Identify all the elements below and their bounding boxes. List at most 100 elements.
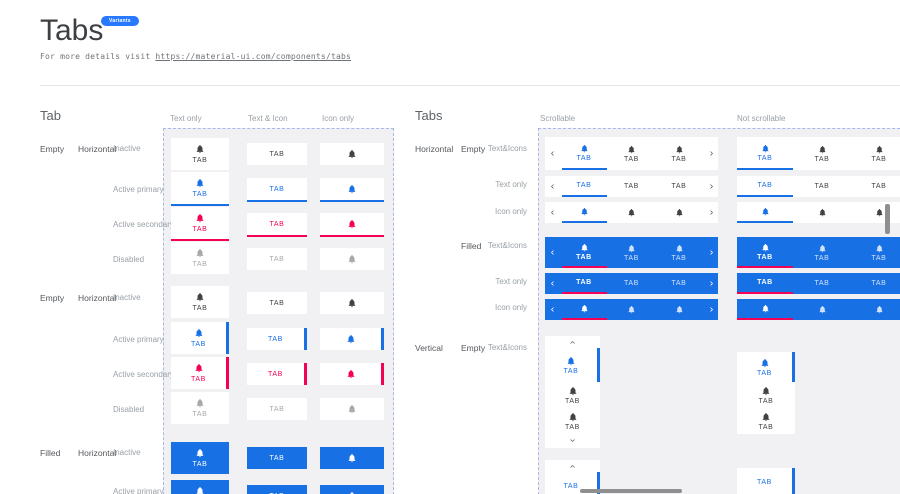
row-label: Active primary: [113, 185, 164, 194]
tab-cell[interactable]: [320, 178, 384, 202]
tab-item[interactable]: TAB: [609, 176, 654, 197]
tab-item-active[interactable]: TAB: [545, 472, 600, 494]
tab-cell[interactable]: TAB: [171, 442, 229, 474]
tab-cell[interactable]: TAB: [171, 322, 229, 354]
tab-item-active[interactable]: TAB: [561, 176, 607, 197]
tab-item[interactable]: TAB: [609, 273, 654, 294]
chevron-right-icon[interactable]: [704, 137, 718, 170]
tab-item[interactable]: TAB: [657, 176, 702, 197]
tab-item-active[interactable]: [737, 202, 793, 223]
tab-cell[interactable]: TAB: [247, 447, 307, 469]
tab-item[interactable]: [657, 202, 702, 223]
chevron-left-icon[interactable]: [545, 137, 559, 170]
tab-item-active[interactable]: [561, 202, 607, 223]
tab-item[interactable]: TAB: [851, 176, 900, 197]
subtitle-text: For more details visit: [40, 52, 156, 61]
tab-cell[interactable]: TAB: [247, 292, 307, 314]
tab-item-active[interactable]: TAB: [545, 348, 600, 382]
tab-item[interactable]: TAB: [851, 237, 900, 268]
tab-item[interactable]: [851, 202, 900, 223]
chevron-left-icon[interactable]: [545, 202, 559, 223]
horizontal-scrollbar[interactable]: [580, 489, 682, 493]
tab-item-active[interactable]: TAB: [737, 468, 795, 494]
tab-item-active[interactable]: TAB: [561, 137, 607, 170]
tab-cell[interactable]: TAB: [171, 480, 229, 494]
tab-item[interactable]: TAB: [657, 273, 702, 294]
tab-cell[interactable]: [320, 485, 384, 494]
chevron-left-icon[interactable]: [545, 176, 559, 197]
tab-item-active[interactable]: TAB: [737, 137, 793, 170]
bell-icon: [347, 453, 357, 463]
tab-cell[interactable]: [320, 447, 384, 469]
chevron-left-icon[interactable]: [545, 237, 559, 268]
chevron-right-icon[interactable]: [704, 176, 718, 197]
chevron-down-icon[interactable]: [545, 434, 600, 446]
tab-item-active[interactable]: TAB: [737, 273, 793, 294]
bell-icon: [195, 248, 205, 258]
tab-item-active[interactable]: TAB: [737, 352, 795, 382]
tab-item[interactable]: TAB: [545, 382, 600, 408]
tab-cell[interactable]: TAB: [171, 138, 229, 170]
tab-label: TAB: [624, 155, 639, 163]
tab-item-active[interactable]: TAB: [737, 176, 793, 197]
chevron-left-icon[interactable]: [545, 273, 559, 294]
docs-link[interactable]: https://material-ui.com/components/tabs: [155, 52, 352, 61]
tab-item-active[interactable]: [561, 299, 607, 320]
tab-cell[interactable]: [320, 328, 384, 350]
tab-label: TAB: [671, 155, 687, 163]
tab-item[interactable]: TAB: [851, 273, 900, 294]
tab-cell[interactable]: [320, 292, 384, 314]
tab-cell[interactable]: TAB: [247, 485, 307, 494]
column-header-text-icon: Text & Icon: [248, 114, 288, 123]
tab-label: TAB: [269, 185, 285, 193]
tab-cell[interactable]: TAB: [171, 357, 229, 389]
bell-icon: [347, 404, 357, 414]
bell-icon: [194, 328, 204, 338]
group-fill-label: Empty: [461, 343, 486, 353]
tab-item-active[interactable]: TAB: [561, 273, 607, 294]
tab-item-active[interactable]: TAB: [561, 237, 607, 268]
tab-cell[interactable]: [320, 143, 384, 165]
chevron-right-icon[interactable]: [704, 273, 718, 294]
vertical-scrollbar[interactable]: [885, 204, 890, 234]
tab-item[interactable]: TAB: [794, 137, 850, 170]
tab-cell[interactable]: TAB: [171, 207, 229, 241]
tab-cell[interactable]: TAB: [247, 328, 307, 350]
tab-cell[interactable]: TAB: [247, 363, 307, 385]
tab-item[interactable]: [609, 299, 654, 320]
chevron-right-icon[interactable]: [704, 202, 718, 223]
chevron-left-icon[interactable]: [545, 299, 559, 320]
tab-cell[interactable]: [320, 213, 384, 237]
tab-item[interactable]: TAB: [657, 237, 702, 268]
tab-cell[interactable]: TAB: [247, 143, 307, 165]
tab-item[interactable]: [794, 299, 850, 320]
column-header-icon-only: Icon only: [322, 114, 355, 123]
tab-cell[interactable]: TAB: [247, 178, 307, 202]
tab-item[interactable]: TAB: [545, 408, 600, 434]
tab-cell[interactable]: TAB: [171, 286, 229, 318]
tab-item-active[interactable]: TAB: [737, 237, 793, 268]
chevron-right-icon[interactable]: [704, 299, 718, 320]
tab-item[interactable]: TAB: [794, 273, 850, 294]
tab-item[interactable]: TAB: [851, 137, 900, 170]
tab-item[interactable]: TAB: [609, 237, 654, 268]
tab-item[interactable]: [851, 299, 900, 320]
chevron-right-icon[interactable]: [704, 237, 718, 268]
tab-item-active[interactable]: [737, 299, 793, 320]
group-fill-label: Filled: [40, 448, 61, 458]
tab-cell[interactable]: [320, 363, 384, 385]
tab-cell[interactable]: TAB: [171, 172, 229, 206]
tab-item[interactable]: TAB: [794, 237, 850, 268]
tab-item[interactable]: TAB: [737, 382, 795, 408]
tab-item[interactable]: [794, 202, 850, 223]
tab-item[interactable]: TAB: [794, 176, 850, 197]
chevron-up-icon[interactable]: [545, 460, 600, 472]
tab-cell[interactable]: TAB: [247, 213, 307, 237]
tab-item[interactable]: TAB: [657, 137, 702, 170]
chevron-up-icon[interactable]: [545, 336, 600, 348]
tab-item[interactable]: [609, 202, 654, 223]
tab-bar-scrollable-icon-only: [545, 202, 718, 223]
tab-item[interactable]: [657, 299, 702, 320]
tab-item[interactable]: TAB: [737, 408, 795, 434]
tab-item[interactable]: TAB: [609, 137, 654, 170]
